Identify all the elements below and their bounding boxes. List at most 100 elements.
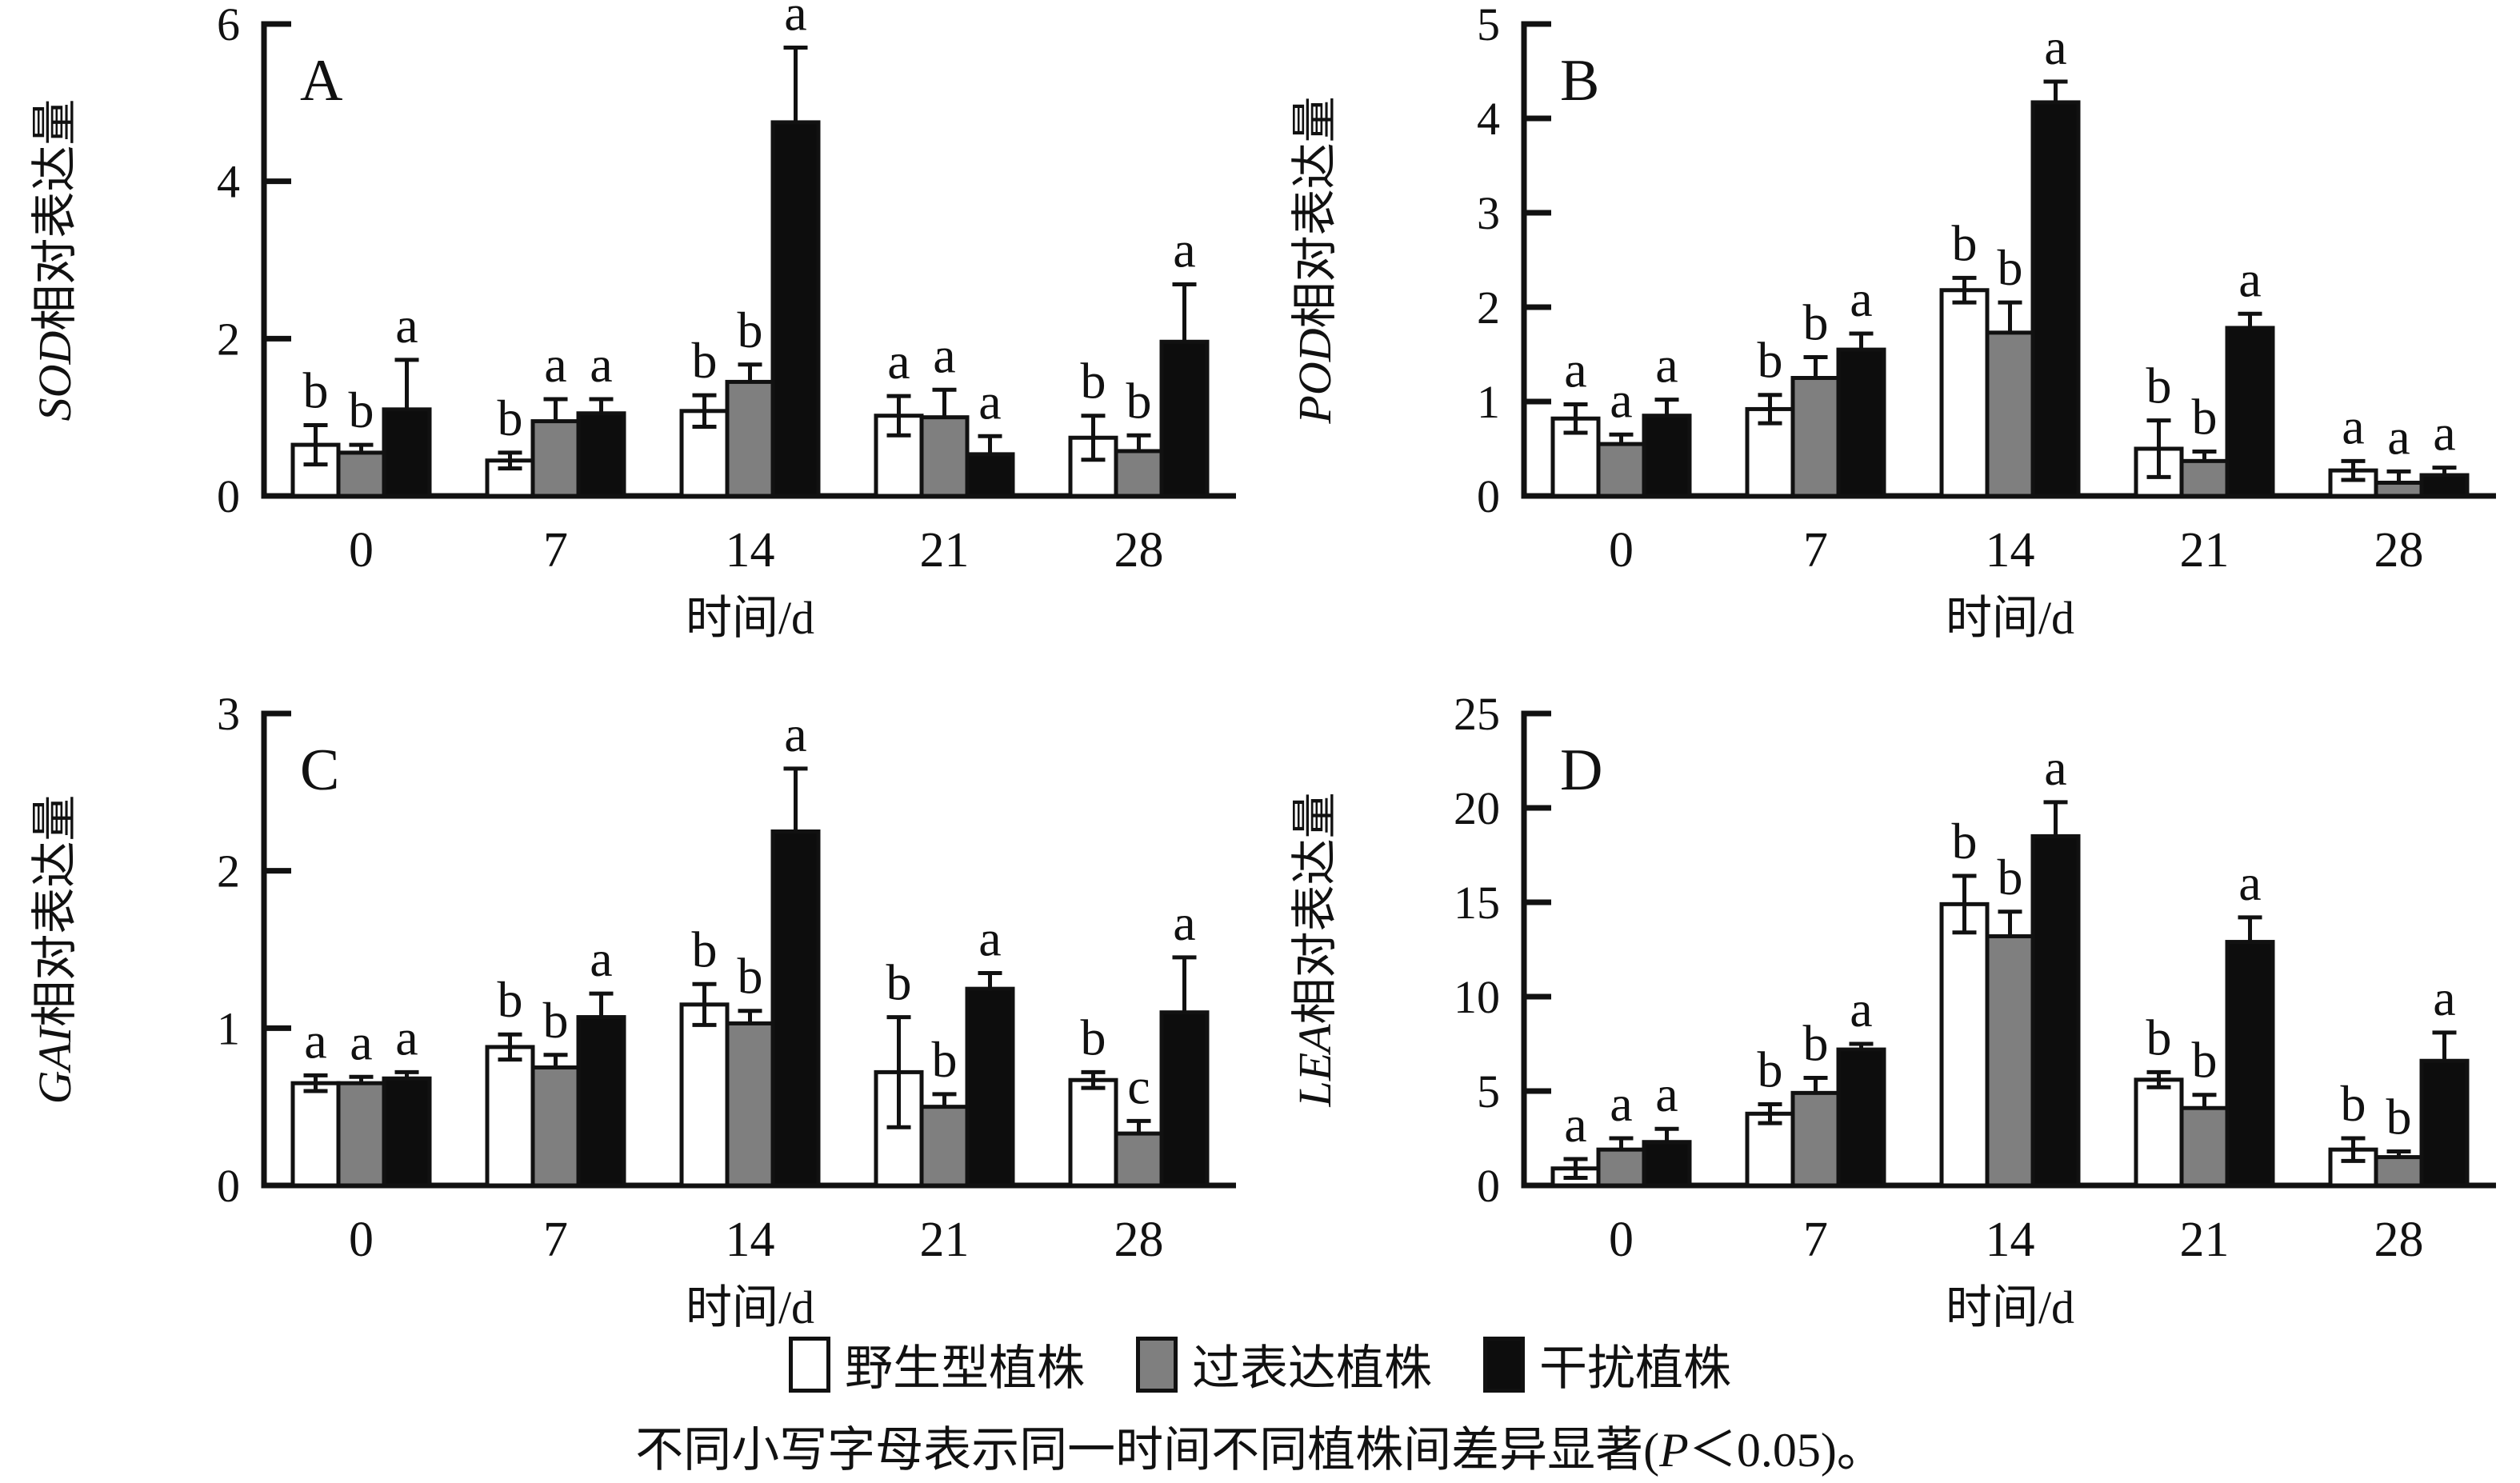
bar	[2179, 1105, 2230, 1188]
bar	[2030, 833, 2081, 1188]
sig-letter: b	[1952, 214, 1978, 271]
y-tick-label: 2	[217, 845, 240, 897]
sig-letter: c	[1127, 1057, 1150, 1114]
sig-letter: b	[692, 921, 718, 977]
y-tick-label: 3	[1477, 187, 1500, 239]
sig-letter: a	[2387, 408, 2410, 465]
bar	[1068, 1077, 1118, 1188]
sig-letter: a	[1655, 337, 1678, 394]
sig-letter: b	[738, 302, 763, 358]
x-tick-label: 0	[1609, 1213, 1634, 1267]
bar	[965, 986, 1015, 1188]
sig-letter: b	[1998, 849, 2023, 905]
legend-swatch-interference-icon	[1483, 1336, 1525, 1393]
bar	[770, 829, 821, 1188]
sig-letter: b	[1952, 813, 1978, 869]
bar	[1790, 1090, 1841, 1188]
sig-letter: b	[1998, 239, 2023, 296]
bar	[1114, 449, 1164, 498]
sig-letter: a	[1610, 371, 1632, 428]
x-tick-label: 0	[349, 1213, 374, 1267]
bar	[1985, 933, 2035, 1188]
bar	[382, 407, 432, 498]
y-tick-label: 6	[217, 0, 240, 50]
sig-letter: a	[2342, 398, 2364, 454]
figure-caption: 不同小写字母表示同一时间不同植株间差异显著(P＜0.05)。	[0, 1411, 2520, 1481]
sig-letter: b	[2146, 1009, 2172, 1065]
sig-letter: a	[978, 373, 1001, 430]
sig-letter: a	[2433, 405, 2455, 462]
x-tick-label: 7	[1803, 1213, 1828, 1267]
x-axis-title: 时间/d	[686, 592, 814, 640]
bar	[770, 120, 821, 498]
x-tick-label: 28	[2374, 523, 2424, 578]
bar	[290, 1081, 341, 1188]
legend-item-interference: 干扰植株	[1483, 1329, 1731, 1399]
sig-letter: b	[1803, 294, 1829, 351]
bar	[2225, 326, 2275, 498]
bar	[1836, 1047, 1886, 1188]
y-tick-label: 4	[1477, 93, 1500, 145]
bar	[919, 415, 970, 498]
sig-letter: b	[2341, 1075, 2366, 1132]
sig-letter: b	[498, 390, 523, 446]
bar	[1642, 1140, 1692, 1188]
sig-letter: b	[1803, 1014, 1829, 1071]
y-tick-label: 2	[217, 313, 240, 365]
bar	[530, 1065, 581, 1188]
sig-letter: a	[304, 1012, 326, 1069]
x-tick-label: 28	[2374, 1213, 2424, 1267]
x-tick-label: 7	[1803, 523, 1828, 578]
sig-letter: b	[2386, 1089, 2412, 1145]
sig-letter: a	[1173, 894, 1195, 951]
bar	[1642, 414, 1692, 498]
bar	[725, 379, 775, 498]
sig-letter: b	[1126, 372, 1152, 429]
y-axis-title: SOD相对表达量	[29, 99, 81, 422]
caption-suffix: ＜0.05)。	[1688, 1424, 1885, 1477]
y-tick-label: 20	[1454, 782, 1500, 834]
bar	[2225, 940, 2275, 1188]
bar	[725, 1021, 775, 1188]
caption-prefix: 不同小写字母表示同一时间不同植株间差异显著(	[635, 1424, 1660, 1477]
y-tick-label: 1	[1477, 376, 1500, 428]
bar	[1159, 1010, 1210, 1188]
sig-letter: b	[1758, 332, 1783, 389]
bar	[1790, 376, 1841, 498]
bar	[1985, 330, 2035, 498]
bar	[530, 419, 581, 498]
bar	[576, 1015, 626, 1188]
y-tick-label: 5	[1477, 0, 1500, 50]
y-tick-label: 1	[217, 1002, 240, 1054]
x-axis-title: 时间/d	[1946, 1281, 2074, 1329]
x-axis-title: 时间/d	[1946, 592, 2074, 640]
y-tick-label: 0	[217, 1160, 240, 1212]
bar	[1596, 1147, 1646, 1188]
sig-letter: a	[2238, 250, 2261, 307]
sig-letter: a	[784, 706, 806, 762]
sig-letter: a	[887, 333, 910, 390]
caption-p-symbol: P	[1659, 1424, 1689, 1477]
x-tick-label: 14	[726, 1213, 775, 1267]
legend-label-interference: 干扰植株	[1539, 1342, 1731, 1395]
sig-letter: a	[590, 930, 612, 987]
y-tick-label: 10	[1454, 971, 1500, 1023]
bar	[485, 1045, 535, 1188]
bar	[679, 1002, 730, 1188]
bar	[1596, 442, 1646, 498]
y-tick-label: 15	[1454, 877, 1500, 929]
bar	[2030, 100, 2081, 498]
sig-letter: b	[2192, 389, 2218, 446]
bar	[2419, 1058, 2470, 1188]
sig-letter: a	[978, 910, 1001, 967]
x-tick-label: 0	[1609, 523, 1634, 578]
y-axis-title: POD相对表达量	[1289, 96, 1341, 424]
y-tick-label: 25	[1454, 690, 1500, 740]
bar	[2374, 480, 2424, 498]
legend-label-wild-type: 野生型植株	[845, 1342, 1085, 1395]
y-tick-label: 0	[1477, 1160, 1500, 1212]
sig-letter: a	[2044, 18, 2066, 75]
